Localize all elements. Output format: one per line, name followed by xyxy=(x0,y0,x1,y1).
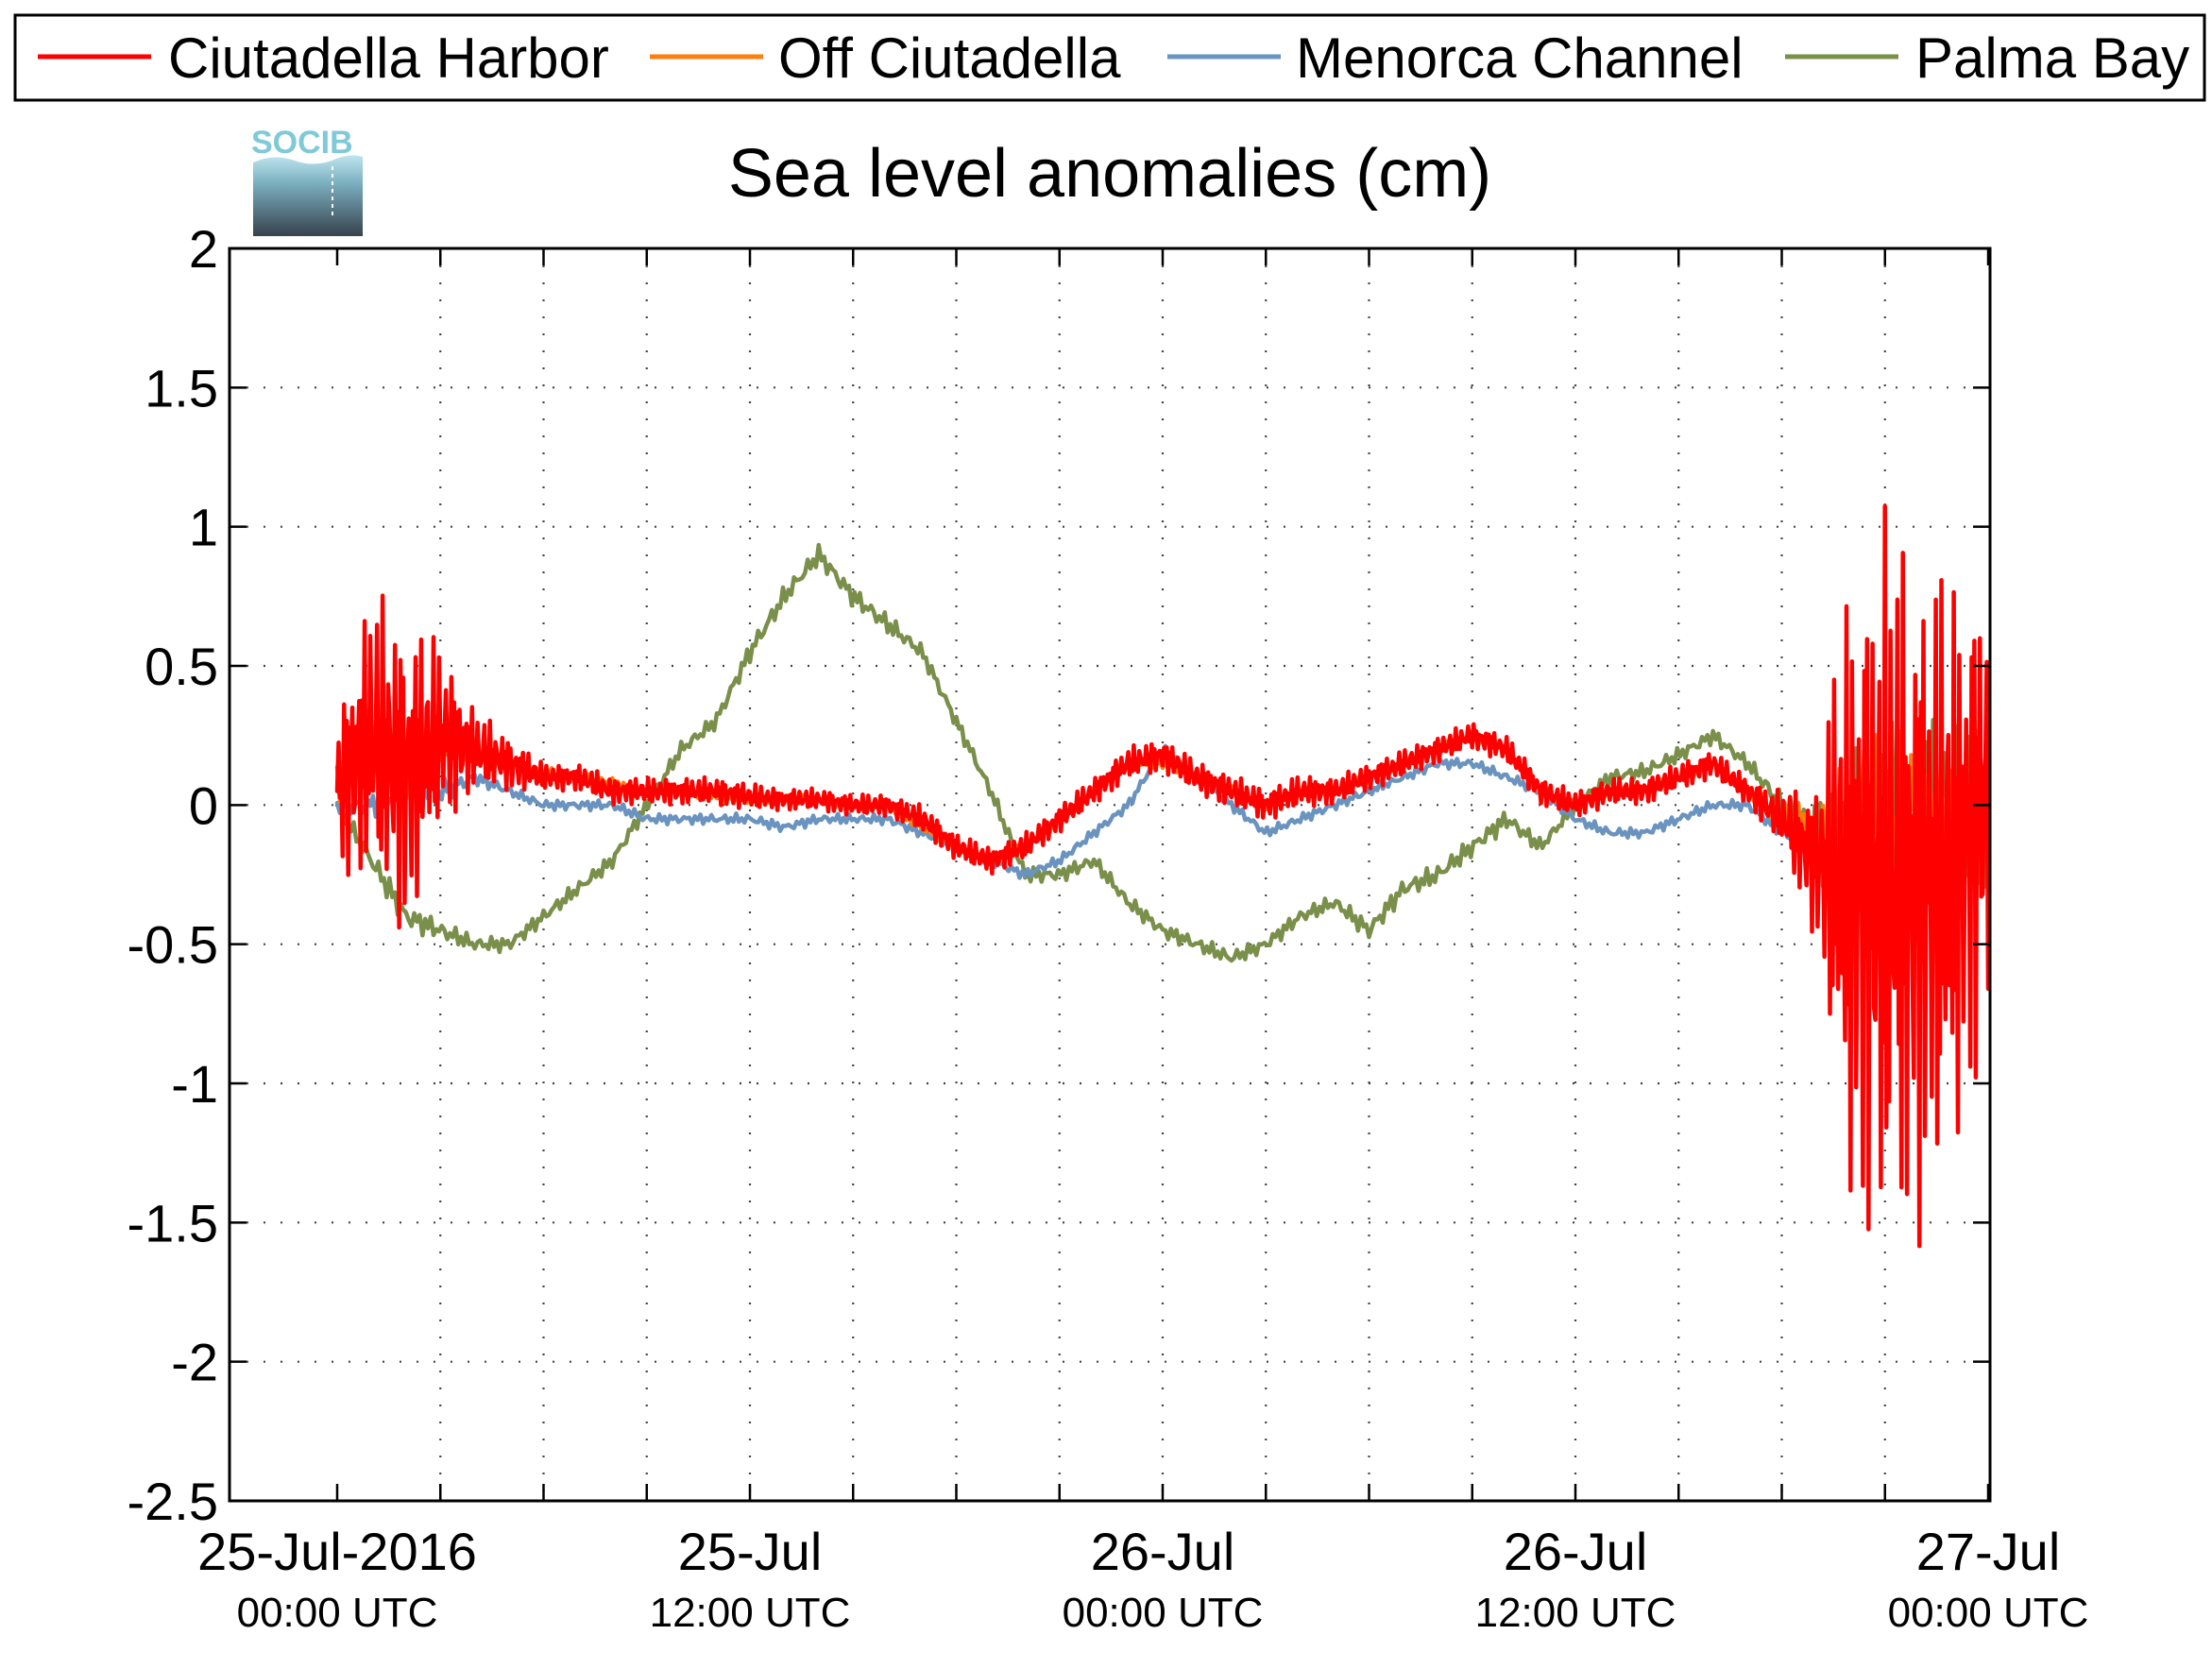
y-tick-label: -1.5 xyxy=(128,1193,219,1252)
logo-wave-shape xyxy=(253,155,363,236)
x-tick-label: 27-Jul xyxy=(1916,1522,2061,1581)
axes-box xyxy=(228,247,1992,1503)
legend-label-off-ciutadella: Off Ciutadella xyxy=(778,26,1121,90)
y-tick-label: -1 xyxy=(171,1054,218,1114)
legend-entry-menorca-channel: Menorca Channel xyxy=(1167,26,1744,90)
x-tick-label: 25-Jul-2016 xyxy=(197,1522,477,1581)
legend-entry-off-ciutadella: Off Ciutadella xyxy=(650,26,1121,90)
legend-label-menorca-channel: Menorca Channel xyxy=(1296,26,1744,90)
legend-label-ciutadella-harbor: Ciutadella Harbor xyxy=(168,26,609,90)
x-tick-sublabel: 00:00 UTC xyxy=(1888,1590,2089,1636)
series-lines xyxy=(334,503,1991,1249)
y-tick-label: -2 xyxy=(171,1333,218,1392)
socib-logo: SOCIB xyxy=(251,125,363,236)
x-tick-labels: 25-Jul-2016 00:00 UTC 25-Jul 12:00 UTC 26-Ju… xyxy=(197,1522,2088,1636)
y-tick-label: 1 xyxy=(189,498,218,557)
y-tick-label: 2 xyxy=(189,219,218,279)
x-tick-label: 26-Jul xyxy=(1504,1522,1648,1581)
x-tick-sublabel: 12:00 UTC xyxy=(1475,1590,1676,1636)
tick-marks xyxy=(230,247,1990,1503)
y-tick-label: -0.5 xyxy=(128,915,219,975)
plot-area: 2 1.5 1 0.5 0 -0.5 -1 -1.5 -2 -2.5 25-Jul-2016 00:… xyxy=(128,219,2089,1636)
legend-entry-ciutadella-harbor: Ciutadella Harbor xyxy=(38,26,609,90)
legend: Ciutadella Harbor Off Ciutadella Menorca… xyxy=(13,13,2206,102)
x-tick-label: 25-Jul xyxy=(678,1522,823,1581)
y-tick-label: -2.5 xyxy=(128,1472,219,1531)
x-tick-sublabel: 00:00 UTC xyxy=(237,1590,438,1636)
y-tick-label: 0.5 xyxy=(145,637,218,696)
legend-entry-palma-bay: Palma Bay xyxy=(1785,26,2189,90)
y-tick-label: 1.5 xyxy=(145,358,218,417)
x-tick-sublabel: 12:00 UTC xyxy=(650,1590,851,1636)
series-line-palma-bay xyxy=(334,542,1991,963)
logo-text: SOCIB xyxy=(251,125,353,161)
y-tick-label: 0 xyxy=(189,775,218,835)
y-tick-labels: 2 1.5 1 0.5 0 -0.5 -1 -1.5 -2 -2.5 xyxy=(128,219,219,1531)
x-tick-sublabel: 00:00 UTC xyxy=(1063,1590,1264,1636)
chart-title: Sea level anomalies (cm) xyxy=(728,136,1491,212)
legend-label-palma-bay: Palma Bay xyxy=(1915,26,2189,90)
series-line-ciutadella-harbor xyxy=(334,503,1991,1249)
x-tick-label: 26-Jul xyxy=(1091,1522,1235,1581)
